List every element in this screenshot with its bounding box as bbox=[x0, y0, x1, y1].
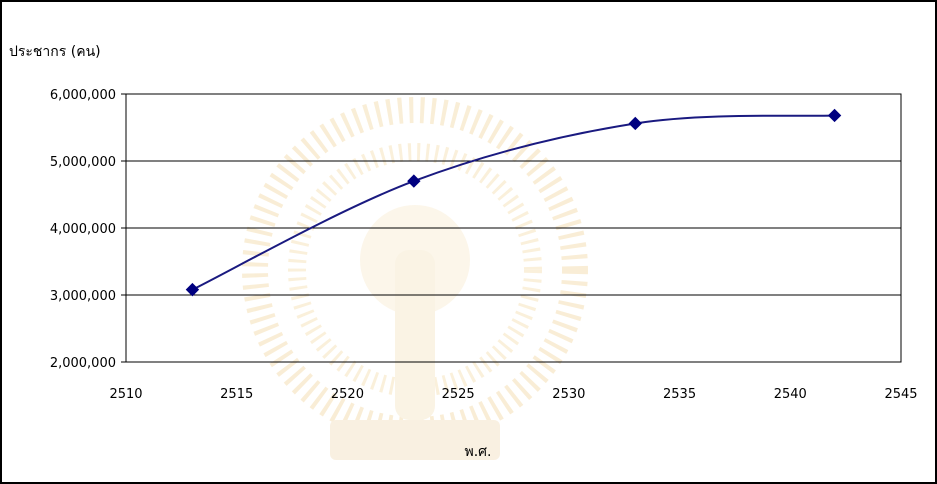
x-tick-label: 2540 bbox=[774, 387, 807, 402]
y-tick-label: 2,000,000 bbox=[50, 356, 116, 371]
y-tick-label: 6,000,000 bbox=[50, 88, 116, 103]
watermark-emblem bbox=[242, 97, 588, 460]
y-tick-label: 4,000,000 bbox=[50, 222, 116, 237]
data-point-marker bbox=[827, 108, 842, 123]
data-point-marker bbox=[185, 282, 200, 297]
data-point-marker bbox=[628, 116, 642, 131]
y-tick-label: 5,000,000 bbox=[50, 155, 116, 170]
x-axis-title: พ.ศ. bbox=[464, 444, 491, 460]
y-tick-label: 3,000,000 bbox=[50, 289, 116, 304]
x-tick-label: 2525 bbox=[442, 387, 475, 402]
series-line bbox=[191, 114, 835, 291]
y-tick-labels: 2,000,000 3,000,000 4,000,000 5,000,000 6,00… bbox=[50, 88, 126, 371]
data-point-marker bbox=[407, 174, 421, 188]
x-tick-label: 2515 bbox=[220, 387, 253, 402]
x-tick-labels: 2510 2515 2520 2525 2530 2535 2540 2545 bbox=[109, 387, 917, 402]
x-tick-label: 2520 bbox=[331, 387, 364, 402]
x-tick-label: 2545 bbox=[884, 387, 917, 402]
series-group bbox=[185, 108, 842, 297]
x-tick-label: 2510 bbox=[109, 387, 142, 402]
x-tick-label: 2530 bbox=[552, 387, 585, 402]
y-axis-title: ประชากร (คน) bbox=[9, 44, 101, 60]
x-tick-label: 2535 bbox=[663, 387, 696, 402]
